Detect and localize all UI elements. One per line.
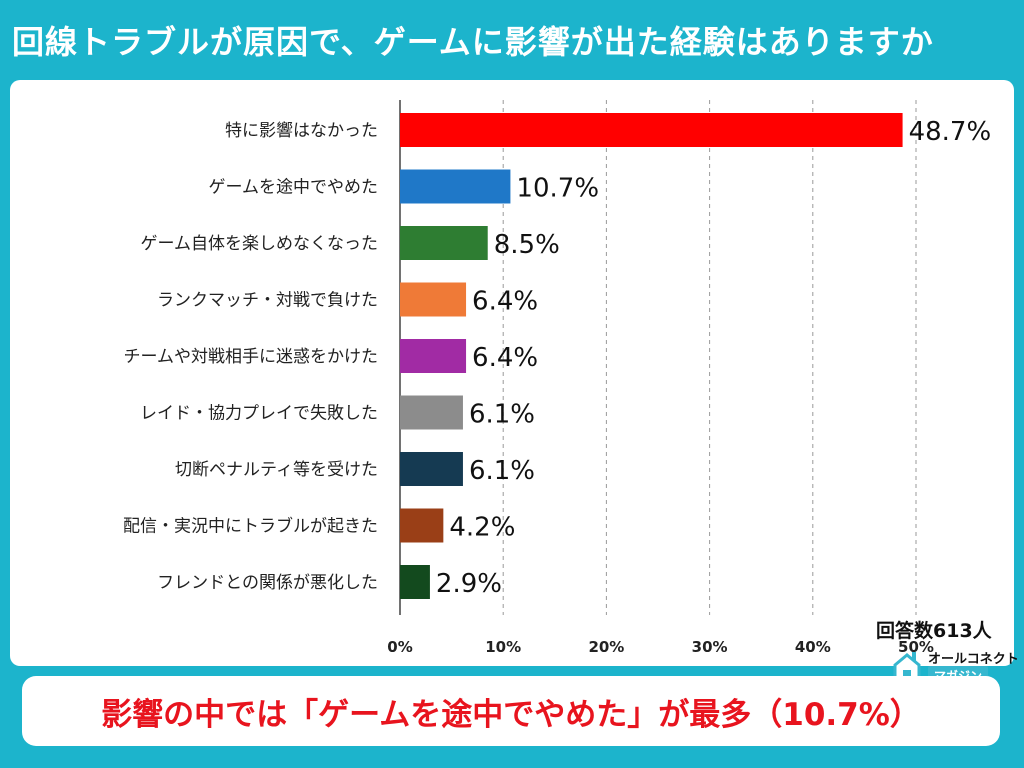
brand-name: オールコネクト [928, 652, 1019, 667]
bar [400, 113, 903, 147]
value-label: 6.1% [469, 456, 535, 486]
x-tick-label: 20% [588, 638, 624, 656]
value-label: 8.5% [494, 230, 560, 260]
page-title: 回線トラブルが原因で、ゲームに影響が出た経験はありますか [12, 23, 934, 61]
respondents-count: 回答数613人 [876, 620, 992, 642]
category-label: 特に影響はなかった [225, 121, 378, 141]
value-label: 4.2% [449, 513, 515, 543]
value-label: 6.1% [469, 400, 535, 430]
x-tick-label: 10% [485, 638, 521, 656]
category-label: チームや対戦相手に迷惑をかけた [124, 347, 379, 367]
value-label: 2.9% [436, 569, 502, 599]
bar-chart: 0% 10% 20% 30% 40% 50% 特に影響はなかった 48.7% ゲームを途中でやめ… [123, 100, 992, 656]
value-label: 6.4% [472, 287, 538, 317]
x-tick-label: 30% [692, 638, 728, 656]
chart-panel: 0% 10% 20% 30% 40% 50% 特に影響はなかった 48.7% ゲームを途中でやめ… [10, 80, 1019, 685]
bar [400, 282, 467, 317]
bar [400, 169, 511, 204]
bar [400, 339, 467, 373]
value-label: 10.7% [516, 174, 599, 204]
value-label: 6.4% [472, 343, 538, 373]
value-label: 48.7% [909, 117, 992, 147]
x-tick-label: 0% [387, 638, 412, 656]
category-label: 配信・実況中にトラブルが起きた [123, 516, 378, 537]
summary-banner: 影響の中では「ゲームを途中でやめた」が最多（10.7%） [22, 676, 1000, 746]
bar [400, 452, 463, 486]
category-label: レイド・協力プレイで失敗した [140, 404, 378, 424]
category-label: ゲーム自体を楽しめなくなった [141, 234, 379, 254]
bar [400, 508, 444, 543]
summary-text: 影響の中では「ゲームを途中でやめた」が最多（10.7%） [101, 696, 921, 733]
category-label: フレンドとの関係が悪化した [157, 573, 378, 593]
x-tick-label: 40% [795, 638, 831, 656]
category-label: ランクマッチ・対戦で負けた [157, 291, 378, 311]
category-label: ゲームを途中でやめた [209, 178, 379, 198]
category-label: 切断ペナルティ等を受けた [175, 460, 378, 480]
bar [400, 395, 463, 430]
title-bar: 回線トラブルが原因で、ゲームに影響が出た経験はありますか [0, 0, 1024, 80]
bar [400, 565, 430, 599]
bar [400, 226, 488, 260]
x-tick-label: 50% [898, 638, 934, 656]
